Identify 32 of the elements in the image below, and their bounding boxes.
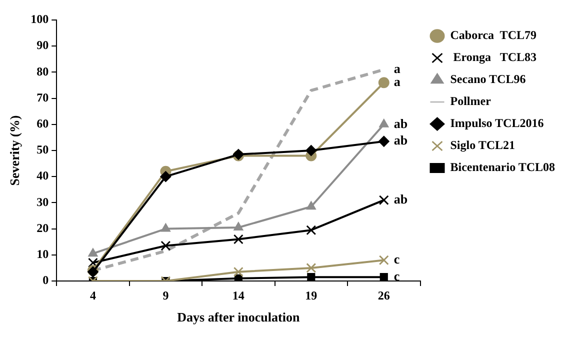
y-tick-label: 40 (36, 168, 49, 183)
annotation: ab (394, 191, 408, 206)
legend-label: Siglo TCL21 (450, 138, 516, 152)
legend-label: Eronga TCL83 (450, 50, 536, 64)
annotation: a (394, 74, 401, 89)
y-tick-label: 0 (42, 273, 49, 288)
annotation: ab (394, 132, 408, 148)
y-tick-label: 10 (36, 246, 49, 261)
x-tick-label: 14 (232, 288, 244, 302)
legend-label: Secano TCL96 (450, 72, 526, 86)
legend-label: Bicentenario TCL08 (450, 160, 556, 174)
annotation: c (394, 251, 400, 266)
y-axis-title: Severity (%) (7, 115, 22, 186)
legend-label: Pollmer (450, 94, 492, 108)
x-tick-label: 26 (378, 288, 390, 302)
legend-label: Impulso TCL2016 (450, 116, 544, 130)
annotation: c (394, 268, 400, 284)
legend-label: Caborca TCL79 (450, 28, 536, 42)
y-tick-label: 20 (36, 220, 49, 235)
y-tick-label: 30 (36, 194, 49, 209)
y-tick-label: 100 (30, 12, 49, 26)
y-tick-label: 90 (36, 38, 49, 52)
annotation: ab (394, 116, 408, 131)
x-tick-label: 4 (90, 288, 96, 302)
x-axis-title: Days after inoculation (177, 310, 300, 325)
x-tick-label: 9 (162, 288, 169, 302)
y-tick-label: 60 (36, 116, 49, 130)
annotation: a (394, 60, 401, 76)
x-tick-label: 19 (305, 288, 318, 302)
y-tick-label: 50 (36, 142, 49, 157)
y-tick-label: 80 (36, 64, 49, 78)
y-tick-label: 70 (36, 90, 49, 104)
